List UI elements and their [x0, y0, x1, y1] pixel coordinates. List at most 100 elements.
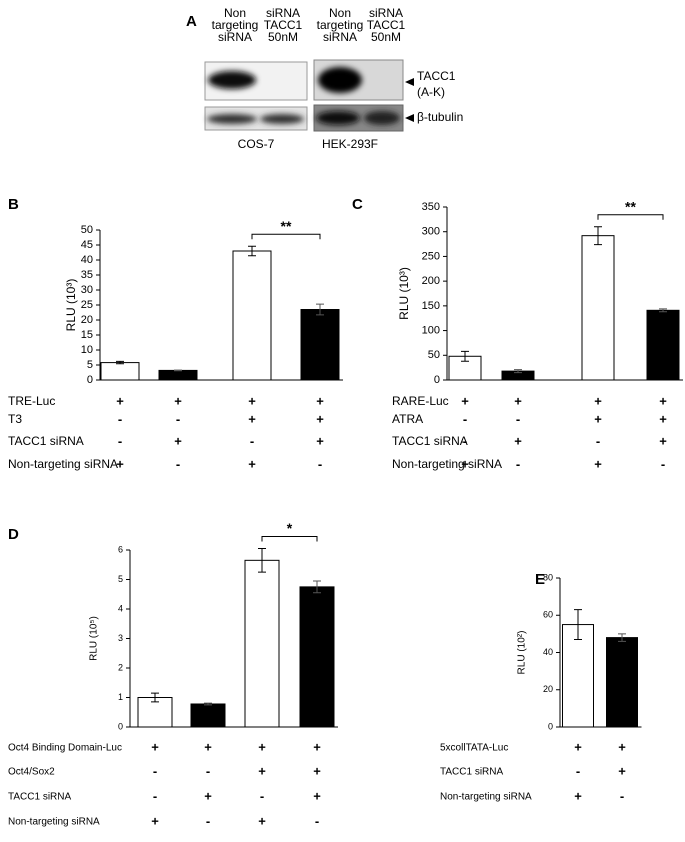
- condition-sign: +: [618, 739, 626, 754]
- condition-sign: +: [258, 813, 266, 828]
- condition-name: RARE-Luc: [392, 394, 449, 408]
- y-tick-label: 0: [548, 721, 553, 731]
- lane-label: 50nM: [371, 30, 401, 44]
- band: [316, 111, 360, 125]
- condition-sign: -: [463, 411, 467, 426]
- error-bar: [248, 245, 256, 257]
- error-bar: [316, 303, 324, 316]
- bar: [606, 637, 638, 728]
- y-tick-label: 0: [434, 374, 440, 386]
- condition-sign: +: [574, 788, 582, 803]
- condition-sign: +: [514, 433, 522, 448]
- error-bar: [151, 692, 159, 703]
- y-tick-label: 30: [81, 284, 93, 296]
- condition-name: TACC1 siRNA: [392, 434, 468, 448]
- lane-label: siRNA: [369, 6, 403, 20]
- condition-name: TACC1 siRNA: [8, 792, 71, 803]
- significance-bracket: [251, 233, 321, 240]
- bar: [562, 624, 594, 728]
- lane-label: targeting: [317, 18, 364, 32]
- significance-label: **: [281, 218, 292, 234]
- band-label: β-tubulin: [417, 110, 463, 124]
- y-tick-label: 40: [543, 647, 553, 657]
- condition-sign: -: [176, 456, 180, 471]
- y-tick-label: 20: [81, 314, 93, 326]
- lane-label: TACC1: [264, 18, 303, 32]
- significance-label: **: [625, 198, 636, 214]
- band: [318, 67, 362, 93]
- bar: [232, 250, 272, 381]
- y-tick-label: 5: [87, 359, 93, 371]
- significance-bracket: [597, 214, 664, 220]
- y-tick-label: 40: [81, 254, 93, 266]
- y-tick-label: 0: [118, 721, 123, 731]
- error-bar: [574, 609, 582, 640]
- error-bar: [461, 350, 469, 362]
- condition-sign: -: [661, 456, 665, 471]
- band: [207, 114, 257, 124]
- condition-sign: -: [118, 433, 122, 448]
- condition-sign: +: [248, 456, 256, 471]
- bar: [581, 235, 615, 381]
- condition-sign: +: [659, 411, 667, 426]
- condition-sign: -: [206, 763, 210, 778]
- bar: [244, 559, 280, 728]
- lane-label: Non: [224, 6, 246, 20]
- condition-name: TACC1 siRNA: [8, 434, 84, 448]
- condition-sign: +: [204, 739, 212, 754]
- y-tick-label: 80: [543, 572, 553, 582]
- condition-sign: +: [594, 393, 602, 408]
- condition-sign: -: [176, 411, 180, 426]
- condition-sign: +: [313, 788, 321, 803]
- condition-sign: +: [594, 456, 602, 471]
- error-bar: [174, 369, 182, 372]
- condition-name: Oct4/Sox2: [8, 767, 55, 778]
- condition-sign: +: [461, 456, 469, 471]
- bar: [299, 586, 335, 728]
- y-tick-label: 50: [428, 349, 440, 361]
- condition-sign: +: [116, 393, 124, 408]
- condition-sign: +: [514, 393, 522, 408]
- condition-sign: +: [258, 739, 266, 754]
- y-tick-label: 20: [543, 684, 553, 694]
- condition-sign: -: [576, 763, 580, 778]
- condition-sign: -: [250, 433, 254, 448]
- condition-sign: +: [151, 813, 159, 828]
- y-axis-label: RLU (10³): [397, 267, 411, 320]
- condition-sign: +: [248, 393, 256, 408]
- y-axis-label: RLU (10⁵): [89, 616, 100, 661]
- condition-name: Non-targeting siRNA: [8, 817, 100, 828]
- y-tick-label: 10: [81, 344, 93, 356]
- y-tick-label: 4: [118, 603, 123, 613]
- condition-sign: +: [313, 763, 321, 778]
- y-axis-label: RLU (10³): [64, 279, 78, 332]
- condition-sign: +: [151, 739, 159, 754]
- y-tick-label: 50: [81, 224, 93, 236]
- condition-sign: +: [594, 411, 602, 426]
- condition-sign: +: [316, 411, 324, 426]
- cell-label: COS-7: [238, 137, 275, 151]
- condition-name: TACC1 siRNA: [440, 767, 503, 778]
- condition-sign: -: [516, 456, 520, 471]
- condition-sign: -: [153, 763, 157, 778]
- condition-sign: +: [461, 393, 469, 408]
- cell-label: HEK-293F: [322, 137, 378, 151]
- significance-label: *: [287, 520, 293, 536]
- condition-sign: -: [318, 456, 322, 471]
- y-tick-label: 15: [81, 329, 93, 341]
- significance-bracket: [261, 536, 318, 542]
- error-bar: [116, 360, 124, 365]
- condition-sign: +: [204, 788, 212, 803]
- panel-label: E: [535, 571, 545, 588]
- condition-sign: +: [313, 739, 321, 754]
- condition-sign: -: [315, 813, 319, 828]
- y-tick-label: 250: [422, 250, 440, 262]
- y-tick-label: 25: [81, 299, 93, 311]
- condition-sign: +: [574, 739, 582, 754]
- lane-label: Non: [329, 6, 351, 20]
- band: [208, 71, 256, 89]
- bar: [190, 703, 226, 728]
- y-tick-label: 1: [118, 692, 123, 702]
- y-tick-label: 100: [422, 324, 440, 336]
